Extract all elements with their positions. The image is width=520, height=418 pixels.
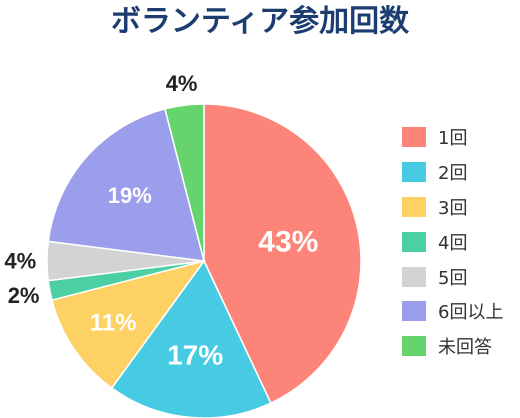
legend-swatch: [402, 127, 426, 148]
legend-item-3: 3回: [402, 190, 503, 225]
pie-slice-3: [51, 259, 206, 390]
slice-value-label-7: 4%: [166, 71, 198, 96]
slice-value-label-5: 4%: [4, 249, 36, 274]
legend: 1回 2回 3回 4回 5回 6回以上未回答: [402, 120, 503, 364]
slice-value-label-6: 19%: [108, 183, 152, 208]
legend-swatch: [402, 336, 426, 357]
slice-value-label-1: 43%: [258, 226, 318, 259]
legend-item-6: 6回以上: [402, 294, 503, 329]
chart-title: ボランティア参加回数: [110, 4, 410, 39]
legend-item-2: 2回: [402, 155, 503, 190]
slice-value-label-4: 2%: [8, 283, 40, 308]
legend-swatch: [402, 162, 426, 183]
pie-slice-7: [164, 103, 205, 262]
slice-value-label-2: 17%: [167, 339, 223, 370]
legend-item-1: 1回: [402, 120, 503, 155]
legend-label: 3回: [438, 197, 468, 219]
legend-label: 5回: [438, 267, 468, 289]
legend-label: 未回答: [438, 337, 492, 359]
legend-label: 4回: [438, 232, 468, 254]
legend-swatch: [402, 301, 426, 322]
legend-swatch: [402, 231, 426, 252]
legend-label: 1回: [438, 128, 468, 150]
pie-slices: [46, 103, 362, 418]
pie-slice-6: [47, 108, 206, 262]
legend-swatch: [402, 266, 426, 287]
legend-item-7: 未回答: [402, 329, 503, 364]
legend-label: 2回: [438, 163, 468, 185]
legend-item-5: 5回: [402, 259, 503, 294]
pie-slice-2: [110, 259, 272, 418]
pie-value-labels: 43% 17% 11% 2% 4% 19% 4%: [4, 71, 318, 370]
pie-slice-1: [203, 103, 362, 405]
legend-swatch: [402, 196, 426, 217]
legend-label: 6回以上: [438, 302, 504, 324]
slice-value-label-3: 11%: [90, 309, 137, 336]
legend-item-4: 4回: [402, 224, 503, 259]
